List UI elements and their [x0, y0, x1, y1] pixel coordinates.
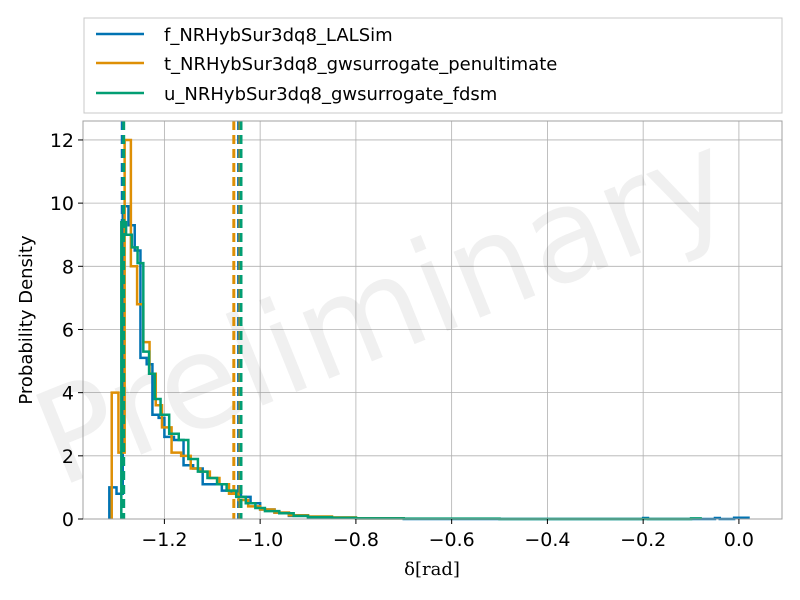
series-2 [120, 121, 702, 521]
y-tick-label-1: 2 [62, 446, 74, 468]
x-tick-label-0: −1.2 [141, 529, 187, 551]
y-tick-label-4: 8 [62, 256, 74, 278]
x-tick-label-4: −0.4 [524, 529, 570, 551]
legend-label-2: u_NRHybSur3dq8_gwsurrogate_fdsm [164, 84, 497, 105]
x-tick-label-1: −1.0 [237, 529, 283, 551]
y-axis-label: Probability Density [16, 235, 37, 405]
x-tick-label-3: −0.6 [429, 529, 475, 551]
y-tick-label-2: 4 [62, 383, 74, 405]
y-tick-label-0: 0 [62, 509, 74, 531]
x-tick-label-5: −0.2 [620, 529, 666, 551]
histogram-step-1 [110, 138, 406, 520]
legend-label-0: f_NRHybSur3dq8_LALSim [164, 25, 393, 46]
y-tick-label-3: 6 [62, 319, 74, 341]
legend: f_NRHybSur3dq8_LALSim t_NRHybSur3dq8_gws… [83, 17, 783, 114]
histogram-step-2 [120, 220, 702, 521]
legend-frame [83, 17, 783, 114]
legend-label-1: t_NRHybSur3dq8_gwsurrogate_penultimate [164, 54, 557, 75]
x-tick-label-2: −0.8 [333, 529, 379, 551]
y-tick-label-5: 10 [50, 193, 74, 215]
plot-frame [82, 120, 783, 520]
y-axis-ticks: 0 2 4 6 8 10 12 [50, 130, 83, 531]
x-axis-label: δ[rad] [404, 559, 460, 580]
x-axis-ticks: −1.2 −1.0 −0.8 −0.6 −0.4 −0.2 0.0 [141, 519, 754, 551]
x-tick-label-6: 0.0 [724, 529, 754, 551]
plot-area [83, 121, 782, 519]
series-layer [108, 121, 750, 521]
y-tick-label-6: 12 [50, 130, 74, 152]
